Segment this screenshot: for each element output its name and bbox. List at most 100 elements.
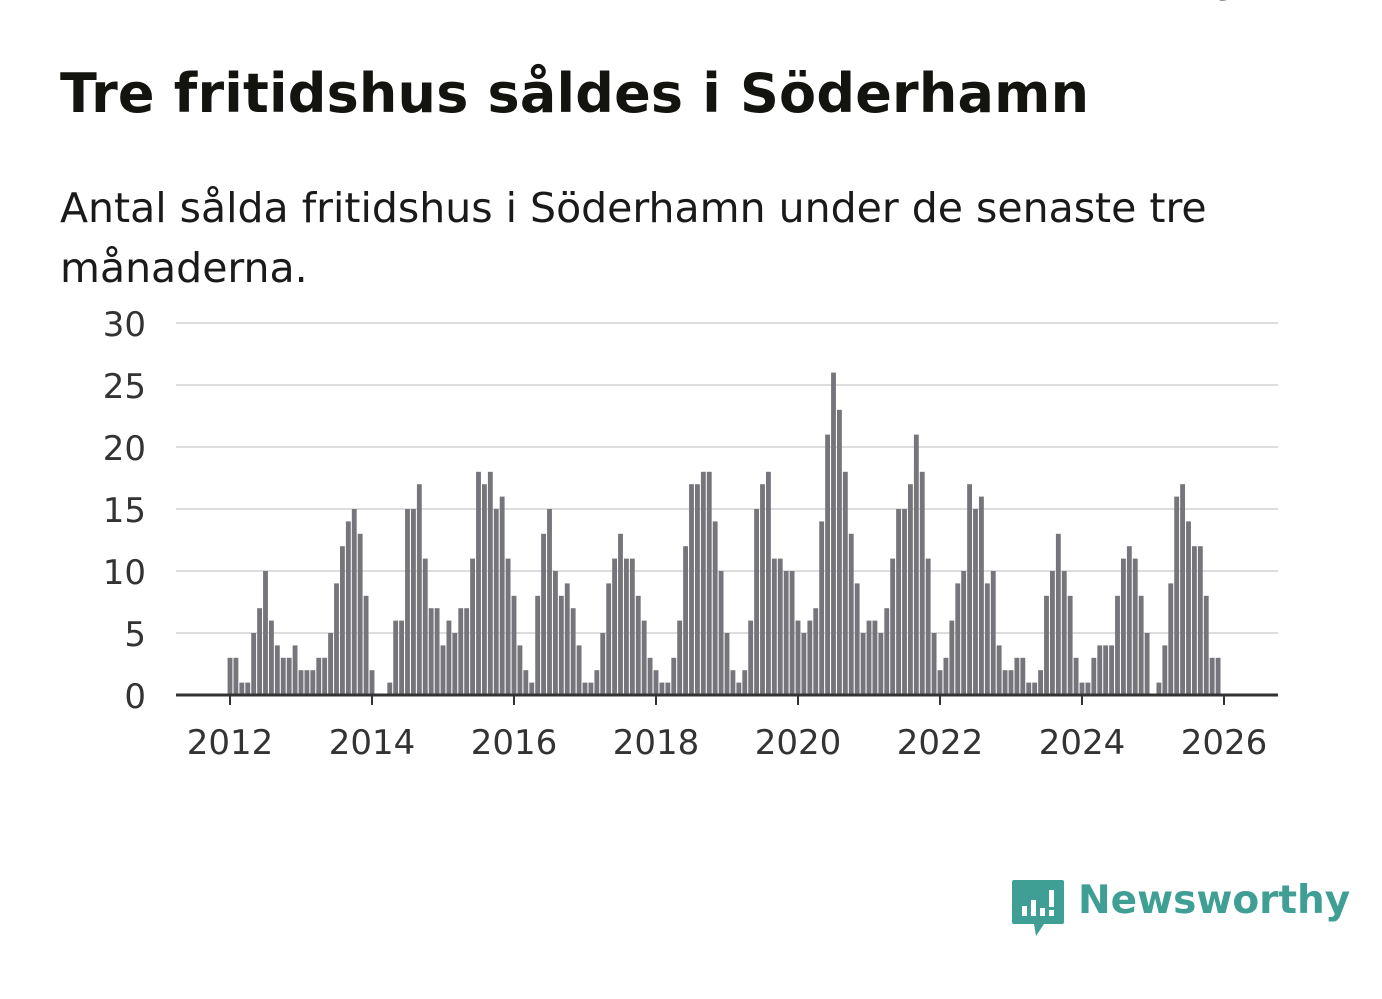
bar <box>860 633 866 695</box>
bar <box>718 571 724 695</box>
bar <box>949 620 955 695</box>
bar <box>470 558 476 695</box>
bar <box>1126 546 1132 695</box>
x-tick-label: 2012 <box>187 723 274 763</box>
x-tick-label: 2014 <box>329 723 416 763</box>
bar <box>884 608 890 695</box>
bar <box>1097 645 1103 695</box>
bar <box>1186 521 1191 695</box>
bar <box>393 620 399 695</box>
bar <box>535 595 541 695</box>
bar <box>476 471 481 695</box>
bar <box>493 509 499 695</box>
bar <box>1014 657 1020 695</box>
bar <box>907 484 913 695</box>
chart-subtitle: Antal sålda fritidshus i Söderhamn under… <box>60 184 1207 292</box>
bar <box>1085 682 1091 695</box>
bar <box>919 471 925 695</box>
chart-title: Tre fritidshus såldes i Söderhamn <box>60 62 1090 125</box>
brand-name: Newsworthy <box>1078 878 1351 923</box>
bar <box>777 558 783 695</box>
bar <box>683 546 689 695</box>
bar <box>1008 670 1014 695</box>
bar <box>854 583 860 695</box>
bar <box>748 620 754 695</box>
bar <box>428 608 434 695</box>
bar <box>541 533 547 695</box>
bar <box>588 682 594 695</box>
bar <box>422 558 428 695</box>
bar <box>825 434 831 695</box>
bar <box>1026 682 1032 695</box>
bar <box>1156 682 1162 695</box>
bar <box>440 645 446 695</box>
bar <box>1044 595 1049 695</box>
bar <box>694 484 700 695</box>
bar <box>600 633 606 695</box>
bar <box>487 471 493 695</box>
bar <box>1168 583 1174 695</box>
bar <box>505 558 511 695</box>
x-tick-label: 2020 <box>755 723 842 763</box>
bar <box>405 509 410 695</box>
bar <box>1191 546 1197 695</box>
bar <box>955 583 961 695</box>
y-tick-label: 5 <box>124 615 146 655</box>
bar <box>1115 595 1120 695</box>
bar <box>1061 571 1067 695</box>
y-tick-label: 10 <box>103 553 146 593</box>
bar <box>641 620 647 695</box>
bar <box>902 509 907 695</box>
bar <box>481 484 487 695</box>
bar <box>896 509 902 695</box>
bar <box>789 571 795 695</box>
bar <box>925 558 931 695</box>
bar <box>387 682 393 695</box>
bar <box>452 633 458 695</box>
bar <box>606 583 612 695</box>
bar <box>677 620 683 695</box>
bar <box>345 521 351 695</box>
bar <box>990 571 996 695</box>
bar <box>842 471 848 695</box>
bar <box>742 670 748 695</box>
bar <box>410 509 416 695</box>
bar <box>635 595 641 695</box>
bar <box>760 484 765 695</box>
bar <box>984 583 990 695</box>
bar <box>1209 657 1215 695</box>
bar <box>1002 670 1008 695</box>
x-tick-label: 2018 <box>613 723 700 763</box>
bar <box>570 608 576 695</box>
bar <box>499 496 505 695</box>
bar <box>801 633 807 695</box>
bar <box>795 620 801 695</box>
bar <box>233 657 239 695</box>
bar <box>227 657 233 695</box>
bar <box>251 633 257 695</box>
bar <box>1038 670 1044 695</box>
bar <box>819 521 825 695</box>
bar <box>339 546 345 695</box>
bar <box>1049 571 1055 695</box>
bar <box>257 608 263 695</box>
bar <box>322 657 328 695</box>
bar <box>771 558 777 695</box>
bar <box>730 670 736 695</box>
newsworthy-logo-icon <box>1012 880 1064 936</box>
bar <box>523 670 529 695</box>
bar <box>1162 645 1168 695</box>
bar <box>978 496 984 695</box>
bar <box>659 682 665 695</box>
bar <box>304 670 310 695</box>
bar <box>1174 496 1180 695</box>
bar <box>1073 657 1079 695</box>
bar <box>890 558 896 695</box>
bar <box>937 670 943 695</box>
bar <box>996 645 1002 695</box>
bar <box>1120 558 1126 695</box>
bar <box>369 670 375 695</box>
bar <box>1091 657 1097 695</box>
bar <box>813 608 819 695</box>
